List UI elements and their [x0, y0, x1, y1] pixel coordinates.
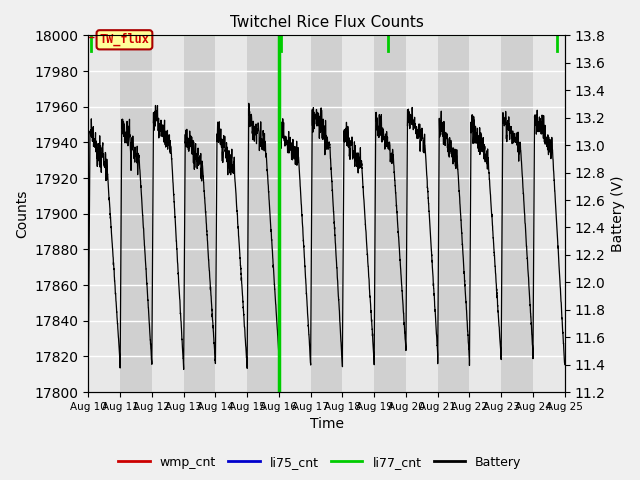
Legend: wmp_cnt, li75_cnt, li77_cnt, Battery: wmp_cnt, li75_cnt, li77_cnt, Battery	[113, 451, 527, 474]
Bar	[88, 36, 120, 392]
Y-axis label: Battery (V): Battery (V)	[611, 176, 625, 252]
Bar	[438, 36, 470, 392]
Y-axis label: Counts: Counts	[15, 190, 29, 238]
Text: TW_flux: TW_flux	[99, 33, 149, 47]
Bar	[470, 36, 501, 392]
Title: Twitchel Rice Flux Counts: Twitchel Rice Flux Counts	[230, 15, 424, 30]
Bar	[342, 36, 374, 392]
Bar	[501, 36, 533, 392]
Bar	[533, 36, 564, 392]
Bar	[279, 36, 310, 392]
Bar	[152, 36, 184, 392]
Bar	[374, 36, 406, 392]
Bar	[216, 36, 247, 392]
Bar	[247, 36, 279, 392]
Bar	[120, 36, 152, 392]
Bar	[310, 36, 342, 392]
Bar	[406, 36, 438, 392]
X-axis label: Time: Time	[310, 418, 344, 432]
Bar	[184, 36, 216, 392]
